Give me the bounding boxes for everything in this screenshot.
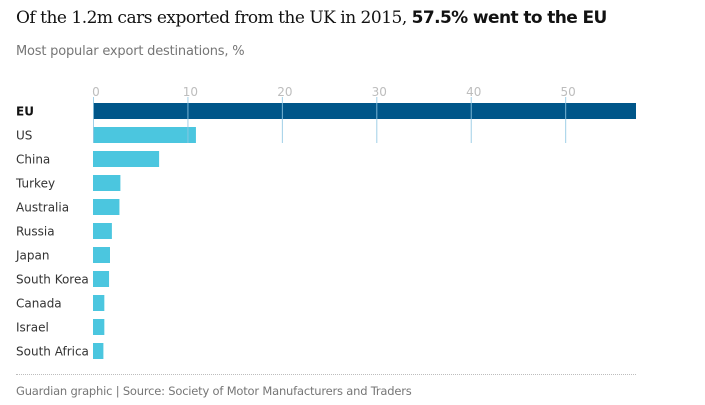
x-axis-ticks: 0 10 20 30 40 50 [92, 85, 576, 99]
footer-divider [16, 374, 636, 375]
x-tick-label: 30 [372, 85, 387, 99]
bar-eu [93, 103, 636, 119]
category-label: Israel [16, 321, 49, 335]
x-tick-label: 40 [466, 85, 481, 99]
chart-title: Of the 1.2m cars exported from the UK in… [16, 8, 607, 28]
bar-australia [93, 199, 120, 215]
category-label: Turkey [15, 177, 55, 191]
category-labels: EU US China Turkey Australia Russia Japan South… [15, 105, 89, 359]
bar-chart: 0 10 20 30 40 50 EU US China Turkey Australia Russ… [15, 85, 636, 359]
gridlines-group [93, 97, 567, 143]
bar-israel [93, 319, 105, 335]
source-note: Guardian graphic | Source: Society of Mo… [16, 384, 412, 398]
bar-canada [93, 295, 105, 311]
category-label: Japan [15, 249, 49, 263]
chart-title-highlight: 57.5% went to the EU [411, 8, 608, 28]
bar-russia [93, 223, 112, 239]
x-tick-label: 20 [277, 85, 292, 99]
x-tick-label: 50 [561, 85, 576, 99]
bar-japan [93, 247, 110, 263]
bar-china [93, 151, 160, 167]
category-label: Canada [16, 297, 62, 311]
bar-turkey [93, 175, 121, 191]
category-label: China [16, 153, 50, 167]
category-label: South Africa [16, 345, 89, 359]
chart-subtitle: Most popular export destinations, % [16, 44, 245, 59]
category-label: Russia [16, 225, 55, 239]
bar-south-korea [93, 271, 110, 287]
x-tick-label: 0 [92, 85, 100, 99]
chart-title-prefix: Of the 1.2m cars exported from the UK in… [16, 8, 412, 28]
category-label: South Korea [16, 273, 89, 287]
category-label: EU [16, 105, 34, 119]
category-label: Australia [16, 201, 69, 215]
x-tick-label: 10 [183, 85, 198, 99]
category-label: US [16, 129, 32, 143]
bars-group [93, 103, 636, 359]
bar-south-africa [93, 343, 104, 359]
bar-us [93, 127, 196, 143]
